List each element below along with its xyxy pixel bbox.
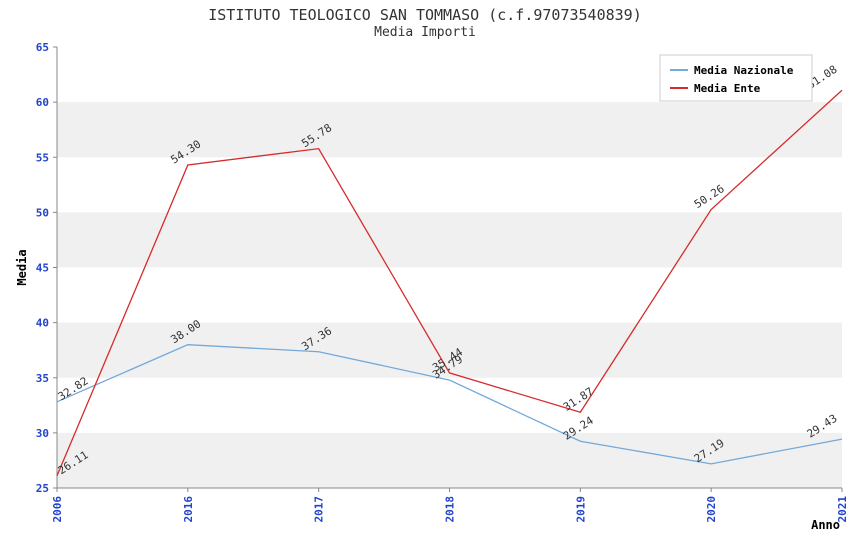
series-line-0 [56, 344, 843, 465]
x-axis-title: Anno [811, 518, 840, 532]
x-tick-label: 2016 [182, 496, 195, 523]
x-tick-label: 2018 [444, 496, 457, 523]
y-tick-label: 60 [36, 96, 49, 109]
plot-band [57, 102, 842, 158]
y-tick-label: 40 [36, 317, 49, 330]
x-tick-label: 2020 [705, 496, 718, 523]
plot-band [57, 212, 842, 268]
y-tick-label: 25 [36, 482, 49, 495]
legend-label: Media Nazionale [694, 64, 794, 77]
y-axis-title: Media [15, 249, 29, 285]
plot-band [57, 322, 842, 378]
data-point-label: 31.87 [561, 385, 596, 414]
x-tick-label: 2021 [836, 496, 849, 523]
chart-subtitle: Media Importi [374, 25, 476, 40]
series-line-1 [56, 89, 843, 477]
x-tick-label: 2019 [574, 496, 587, 523]
data-point-label: 50.26 [692, 182, 727, 211]
legend-label: Media Ente [694, 82, 761, 95]
chart-title: ISTITUTO TEOLOGICO SAN TOMMASO (c.f.9707… [208, 6, 642, 24]
y-tick-label: 45 [36, 262, 49, 275]
y-tick-label: 35 [36, 372, 49, 385]
x-tick-label: 2017 [313, 496, 326, 523]
legend-box [659, 54, 813, 102]
y-tick-label: 55 [36, 151, 49, 164]
plot-band [57, 432, 842, 488]
y-tick-label: 65 [36, 41, 49, 54]
y-tick-label: 50 [36, 206, 49, 219]
x-tick-label: 2006 [51, 496, 64, 523]
y-tick-label: 30 [36, 427, 49, 440]
